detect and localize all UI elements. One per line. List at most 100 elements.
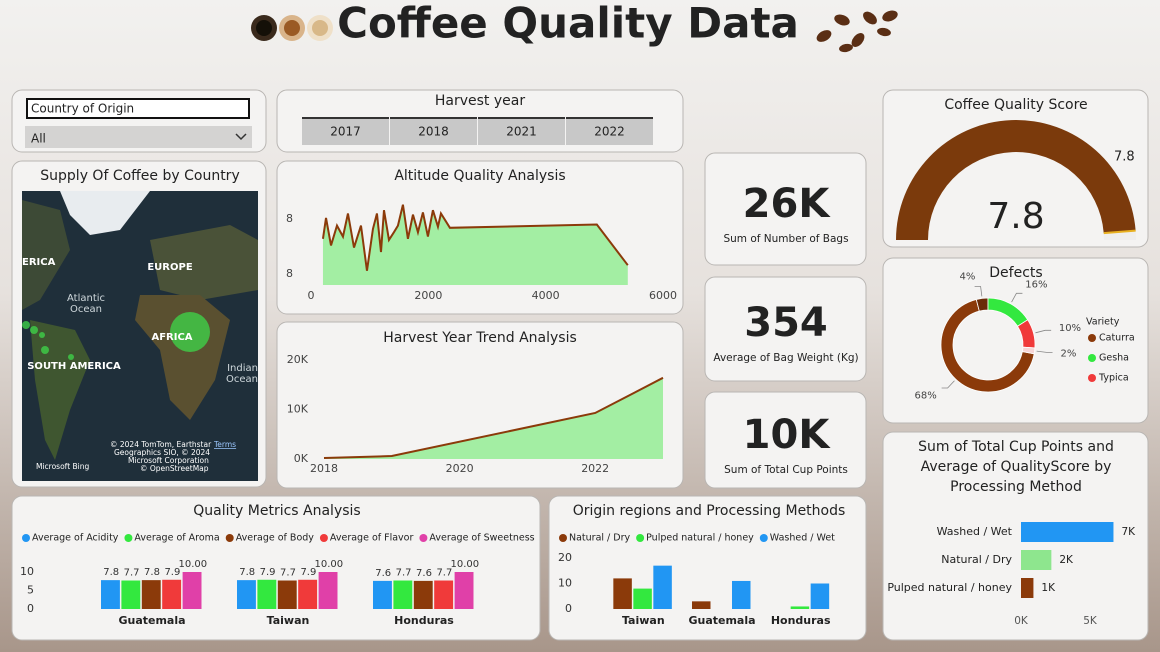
data-label: 7.7 xyxy=(280,568,296,579)
bar xyxy=(1021,578,1034,598)
bar xyxy=(810,583,830,609)
y-tick-label: 0K xyxy=(294,452,309,465)
legend-marker xyxy=(636,534,645,542)
map-attribution: Geographics SIO, © 2024 xyxy=(114,448,210,457)
chevron[interactable] xyxy=(235,133,247,141)
legend-label: Average of Acidity xyxy=(32,533,119,544)
area xyxy=(324,377,663,459)
gauge-value-label: 7.8 xyxy=(987,196,1044,237)
x-tick-label: Honduras xyxy=(771,614,831,627)
slicer-label: Country of Origin xyxy=(31,102,134,116)
data-label: 7.8 xyxy=(144,567,160,578)
leader-line xyxy=(1035,329,1052,334)
legend-marker xyxy=(124,534,133,542)
bar xyxy=(1021,522,1114,542)
y-tick-label: 0 xyxy=(27,602,34,615)
bar xyxy=(182,572,202,609)
x-tick-label: 5K xyxy=(1083,615,1098,627)
y-tick-label: 10 xyxy=(20,565,34,578)
year-button[interactable] xyxy=(302,117,389,145)
year-button[interactable] xyxy=(390,117,477,145)
data-label: 1K xyxy=(1041,582,1056,594)
bar xyxy=(692,601,711,609)
bar xyxy=(257,579,277,609)
bar xyxy=(613,578,632,609)
data-label: 68% xyxy=(915,390,937,401)
gauge-target xyxy=(1103,229,1136,235)
map-attribution: Microsoft Corporation xyxy=(128,456,209,465)
year-button[interactable] xyxy=(566,117,653,145)
legend-label: Gesha xyxy=(1099,353,1129,364)
legend-label: Typica xyxy=(1098,373,1129,384)
panel-title: Supply Of Coffee by Country xyxy=(40,168,239,184)
x-tick-label: Guatemala xyxy=(118,614,185,627)
legend-marker xyxy=(1088,374,1096,382)
page-title: Coffee Quality Data xyxy=(337,0,799,48)
gauge-target-label: 7.8 xyxy=(1114,150,1135,165)
x-tick-label: Guatemala xyxy=(688,614,755,627)
x-tick-label: 0 xyxy=(308,289,315,302)
bar xyxy=(373,580,392,609)
data-label: 4% xyxy=(959,272,975,283)
slicer-title: Harvest year xyxy=(435,93,525,109)
cups xyxy=(251,15,333,41)
year-option[interactable]: 2022 xyxy=(594,125,625,139)
gauge-value xyxy=(896,119,1136,240)
data-label: 7.6 xyxy=(416,568,432,579)
bar xyxy=(162,579,182,609)
data-label: 10.00 xyxy=(178,559,207,570)
map-label: Indian xyxy=(227,363,258,374)
panel xyxy=(704,391,867,489)
year-option[interactable]: 2017 xyxy=(330,125,361,139)
bar xyxy=(790,606,810,609)
map-label: Atlantic xyxy=(67,293,105,304)
chart-title: Coffee Quality Score xyxy=(944,97,1087,113)
map-label: ERICA xyxy=(22,257,56,268)
legend-marker xyxy=(759,534,768,542)
x-tick-label: 2000 xyxy=(414,289,442,302)
legend-marker xyxy=(22,534,30,542)
legend-marker xyxy=(419,534,428,542)
data-label: 16% xyxy=(1025,280,1047,291)
data-label: 7.8 xyxy=(239,567,255,578)
panel xyxy=(882,257,1149,424)
map-terms[interactable]: Terms xyxy=(213,440,236,449)
bar xyxy=(454,572,474,609)
data-label: 7.6 xyxy=(375,568,391,579)
map-attribution: © OpenStreetMap xyxy=(140,464,209,473)
y-tick-label: 20 xyxy=(558,551,572,564)
map-labels: ERICA EUROPE Atlantic Ocean AFRICA SOUTH… xyxy=(22,257,258,473)
slicer-header xyxy=(26,98,250,119)
legend-marker xyxy=(225,534,234,542)
data-label: 2K xyxy=(1059,554,1074,566)
data-label: 7.9 xyxy=(300,567,316,578)
y-tick-label: 20K xyxy=(287,353,309,366)
legend-marker xyxy=(559,534,567,542)
year-option[interactable]: 2018 xyxy=(418,125,449,139)
coffee-beans xyxy=(816,10,898,53)
data-label: 10% xyxy=(1059,323,1081,334)
chart-title: Altitude Quality Analysis xyxy=(394,168,565,184)
legend-label: Average of Body xyxy=(236,533,315,544)
bar xyxy=(101,580,120,609)
legend-label: Caturra xyxy=(1099,333,1135,344)
leader-line xyxy=(941,380,955,389)
dropdown-box[interactable] xyxy=(25,126,252,148)
year-buttons: 2017 2018 2021 2022 xyxy=(302,117,653,145)
y-tick-label: Pulped natural / honey xyxy=(887,581,1012,594)
bar xyxy=(732,580,751,609)
bar xyxy=(633,588,652,609)
x-tick-label: Taiwan xyxy=(267,614,310,627)
bar xyxy=(121,580,141,609)
data-label: 7.9 xyxy=(164,567,180,578)
dropdown-value[interactable]: All xyxy=(31,132,46,146)
x-tick-label: Honduras xyxy=(394,614,454,627)
map xyxy=(22,191,258,481)
year-option[interactable]: 2021 xyxy=(506,125,537,139)
data-label: 7.9 xyxy=(260,567,276,578)
dropdown[interactable]: All xyxy=(25,126,252,148)
bar xyxy=(653,565,672,609)
year-button[interactable] xyxy=(478,117,565,145)
